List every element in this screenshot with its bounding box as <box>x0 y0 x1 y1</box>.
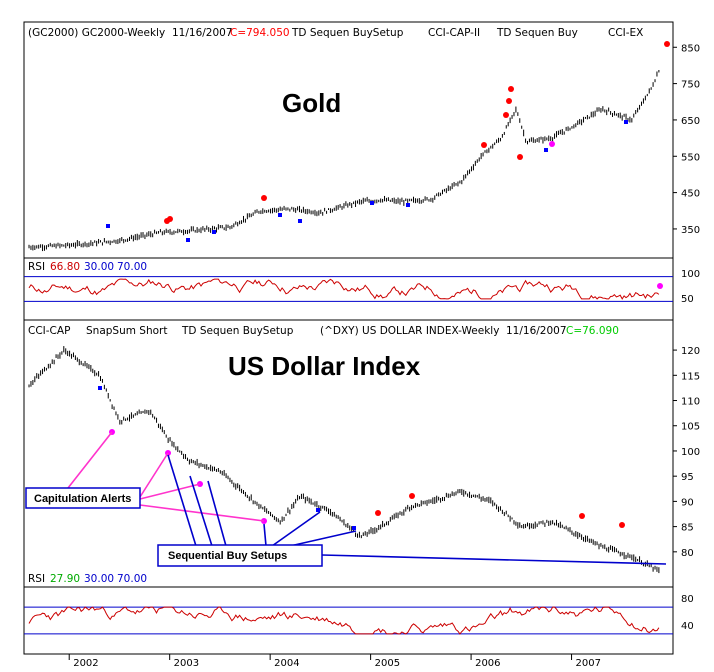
dollar-ytick-label: 100 <box>681 447 700 458</box>
plot-frame <box>23 21 674 655</box>
buy-marker <box>316 508 320 512</box>
x-tick-label: 2002 <box>73 658 98 669</box>
sequential-leaders <box>167 454 667 565</box>
buy-marker <box>406 203 410 207</box>
axes: 850 750 650 550 450 350 120 115 110 105 100 95 90 85 8… <box>68 43 700 669</box>
sequential-buy-box <box>157 544 323 567</box>
x-tick-label: 2004 <box>274 658 299 669</box>
sell-marker <box>261 195 267 201</box>
buy-marker <box>106 224 110 228</box>
dollar-rsi-panel <box>24 606 673 635</box>
dollar-rsi-tick-label: 80 <box>681 594 694 605</box>
dollar-ytick-label: 110 <box>681 397 700 408</box>
gold-ytick-label: 350 <box>681 225 700 236</box>
sell-marker <box>619 522 625 528</box>
buy-marker <box>352 526 356 530</box>
sell-marker <box>506 98 512 104</box>
dollar-study-cci: CCI-CAP <box>28 325 70 337</box>
dollar-symbol: (^DXY) US DOLLAR INDEX-Weekly <box>320 325 499 337</box>
capitulation-marker <box>657 283 663 289</box>
gold-rsi-label: RSI <box>28 261 45 273</box>
gold-ytick-label: 750 <box>681 80 700 91</box>
gold-rsi-value: 66.80 <box>50 261 80 273</box>
gold-rsi-high: 70.00 <box>117 261 147 273</box>
buy-marker <box>278 213 282 217</box>
sell-marker <box>409 493 415 499</box>
sell-marker <box>481 142 487 148</box>
gold-rsi-low: 30.00 <box>84 261 114 273</box>
buy-marker <box>298 219 302 223</box>
x-tick-label: 2005 <box>375 658 400 669</box>
capitulation-alerts-label: Capitulation Alerts <box>34 493 131 505</box>
dollar-rsi-line <box>28 606 660 635</box>
gold-ytick-label: 450 <box>681 189 700 200</box>
dollar-rsi-label: RSI <box>28 573 45 585</box>
sell-marker <box>517 154 523 160</box>
gold-ytick-label: 550 <box>681 152 700 163</box>
dollar-study-snapsum: SnapSum Short <box>86 325 167 337</box>
dollar-ytick-label: 115 <box>681 371 700 382</box>
sell-marker <box>579 513 585 519</box>
dollar-rsi-high: 70.00 <box>117 573 147 585</box>
gold-rsi-tick-label: 50 <box>681 294 694 305</box>
dollar-ytick-label: 105 <box>681 422 700 433</box>
gold-title: Gold <box>282 88 341 118</box>
gold-study-cci: CCI-CAP-II <box>428 27 480 39</box>
capitulation-alerts-box <box>25 487 141 509</box>
dollar-ytick-label: 80 <box>681 548 694 559</box>
buy-marker <box>624 120 628 124</box>
buy-marker <box>212 230 216 234</box>
gold-symbol: (GC2000) GC2000-Weekly <box>28 27 165 39</box>
dollar-ytick-label: 85 <box>681 523 694 534</box>
x-tick-label: 2007 <box>576 658 601 669</box>
buy-marker <box>370 201 374 205</box>
dollar-ytick-label: 120 <box>681 346 700 357</box>
capitulation-marker <box>549 141 555 147</box>
buy-marker <box>544 148 548 152</box>
x-tick-label: 2003 <box>174 658 199 669</box>
sell-marker <box>508 86 514 92</box>
buy-marker <box>98 386 102 390</box>
sell-marker <box>503 112 509 118</box>
gold-rsi-panel <box>24 276 673 302</box>
dollar-close: C=76.090 <box>566 325 619 337</box>
sell-marker <box>664 41 670 47</box>
buy-marker <box>186 238 190 242</box>
dollar-rsi-value: 27.90 <box>50 573 80 585</box>
gold-ytick-label: 650 <box>681 116 700 127</box>
dollar-rsi-low: 30.00 <box>84 573 114 585</box>
dollar-rsi-tick-label: 40 <box>681 621 694 632</box>
gold-study-buy: TD Sequen Buy <box>496 27 578 39</box>
dollar-ytick-label: 90 <box>681 497 694 508</box>
dollar-date: 11/16/2007 <box>506 325 567 337</box>
gold-rsi-tick-label: 100 <box>681 269 700 280</box>
dollar-title: US Dollar Index <box>228 351 421 381</box>
gold-date: 11/16/2007 <box>172 27 233 39</box>
gold-price-bars <box>28 69 660 252</box>
sell-marker <box>167 216 173 222</box>
gold-rsi-line <box>28 278 660 300</box>
x-tick-label: 2006 <box>475 658 500 669</box>
sell-marker <box>375 510 381 516</box>
sequential-buy-label: Sequential Buy Setups <box>168 550 287 562</box>
gold-study-setup: TD Sequen BuySetup <box>291 27 404 39</box>
gold-ytick-label: 850 <box>681 43 700 54</box>
dollar-ytick-label: 95 <box>681 472 694 483</box>
gold-study-cciex: CCI-EX <box>608 27 643 39</box>
gold-close: C=794.050 <box>230 27 290 39</box>
dollar-study-setup: TD Sequen BuySetup <box>181 325 294 337</box>
dollar-price-bars <box>28 346 660 574</box>
